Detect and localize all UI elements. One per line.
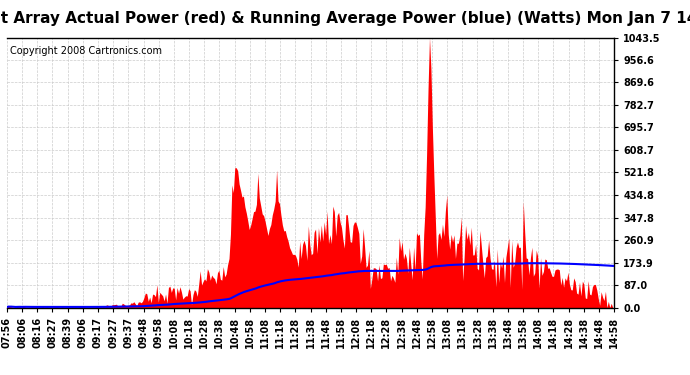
Text: West Array Actual Power (red) & Running Average Power (blue) (Watts) Mon Jan 7 1: West Array Actual Power (red) & Running …	[0, 11, 690, 26]
Text: Copyright 2008 Cartronics.com: Copyright 2008 Cartronics.com	[10, 46, 162, 56]
